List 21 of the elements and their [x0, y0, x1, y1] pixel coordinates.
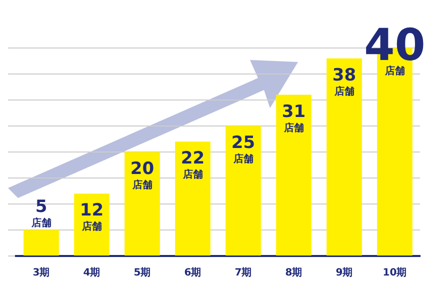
x-tick-label: 8期 [285, 266, 302, 279]
x-tick-label: 4期 [83, 266, 100, 279]
x-tick-label: 5期 [134, 266, 151, 279]
bar [326, 58, 362, 256]
data-label: 25 店舗 [231, 133, 256, 165]
data-label: 38 店舗 [332, 65, 356, 98]
bar [276, 94, 312, 256]
x-tick-label: 3期 [32, 266, 50, 279]
bar [175, 142, 210, 256]
x-tick-label: 9期 [336, 266, 353, 279]
data-label: 22 店舗 [180, 148, 205, 181]
data-label: 20 店舗 [130, 159, 154, 191]
x-tick-label: 6期 [184, 266, 202, 279]
bar [124, 152, 160, 256]
data-label: 12 店舗 [80, 200, 104, 233]
data-label: 31 店舗 [282, 102, 306, 134]
x-tick-label: 7期 [234, 266, 252, 279]
data-label: 5 店舗 [30, 197, 52, 229]
bar [226, 126, 261, 256]
bar [24, 230, 59, 256]
x-tick-label: 10期 [382, 266, 407, 279]
